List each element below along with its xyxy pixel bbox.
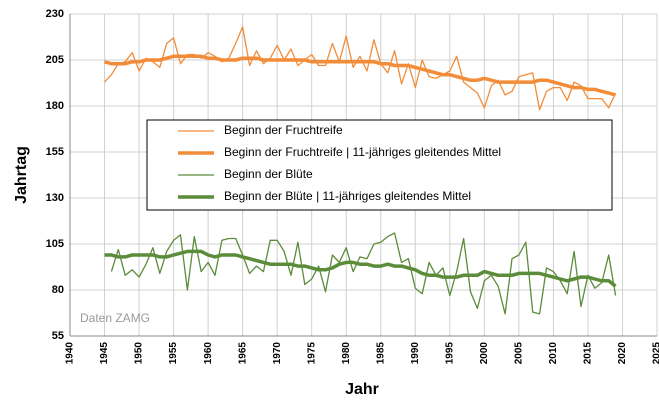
x-tick-label: 1985 [375, 342, 386, 365]
series-line [104, 26, 617, 111]
legend-label: Beginn der Blüte [224, 167, 313, 181]
x-tick-label: 1950 [134, 342, 145, 365]
series-line [104, 54, 617, 97]
x-tick-label: 2020 [617, 342, 628, 365]
legend-label: Beginn der Fruchtreife | 11-jähriges gle… [224, 145, 501, 159]
x-tick-label: 1945 [99, 342, 110, 365]
legend-label: Beginn der Fruchtreife [224, 123, 343, 137]
x-tick-label: 1970 [272, 342, 283, 365]
x-tick-label: 1995 [444, 342, 455, 365]
x-tick-label: 1955 [168, 342, 179, 365]
series-line [104, 249, 617, 288]
legend-label: Beginn der Blüte | 11-jähriges gleitende… [224, 189, 471, 203]
y-tick-label: 80 [52, 284, 64, 296]
x-tick-label: 2010 [548, 342, 559, 365]
x-axis-label: Jahr [345, 381, 379, 398]
x-tick-label: 2015 [583, 342, 594, 365]
x-tick-label: 2005 [514, 342, 525, 365]
y-tick-label: 130 [46, 192, 64, 204]
x-tick-label: 1980 [341, 342, 352, 365]
x-tick-label: 2000 [479, 342, 490, 365]
x-tick-label: 1940 [65, 342, 76, 365]
x-tick-label: 2025 [652, 342, 659, 365]
y-tick-label: 55 [52, 330, 64, 342]
annotation: Daten ZAMG [80, 311, 150, 325]
y-tick-label: 180 [46, 100, 64, 112]
x-tick-label: 1990 [410, 342, 421, 365]
y-tick-label: 155 [46, 146, 64, 158]
x-tick-label: 1975 [306, 342, 317, 365]
x-tick-label: 1965 [237, 342, 248, 365]
legend: Beginn der Fruchtreife Beginn der Fruchtr… [146, 119, 613, 211]
y-axis-label: Jahrtag [13, 146, 30, 204]
x-tick-label: 1960 [203, 342, 214, 365]
y-tick-label: 230 [46, 8, 64, 20]
series-line [110, 232, 617, 315]
y-tick-label: 105 [46, 238, 64, 250]
y-tick-label: 205 [46, 54, 64, 66]
legend-box [146, 119, 613, 211]
